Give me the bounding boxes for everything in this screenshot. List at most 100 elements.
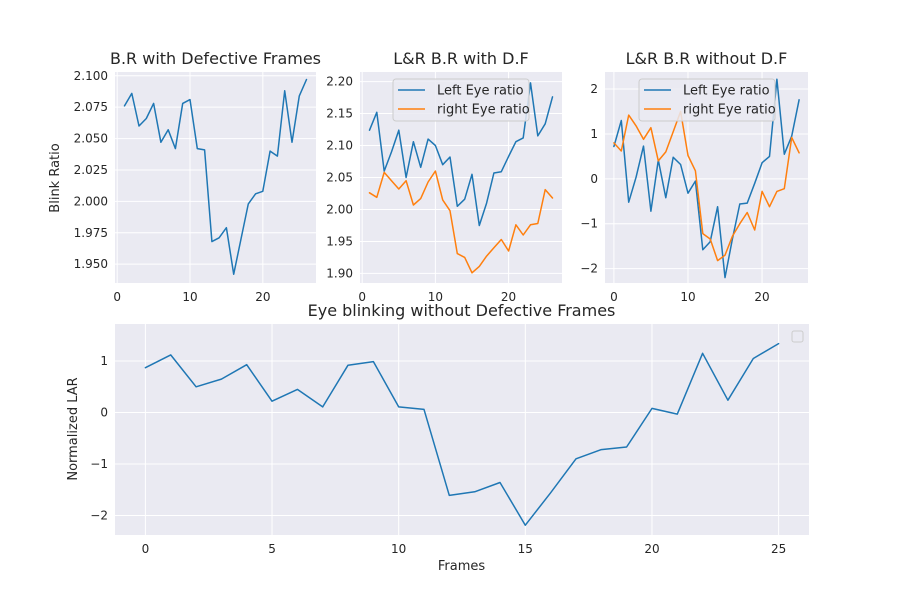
data-point [500,238,502,240]
data-point [398,129,400,131]
y-tick-label: 1.95 [326,234,353,248]
data-point [182,102,184,104]
y-tick-label: 2.100 [74,69,108,83]
y-tick-label: 0 [590,172,598,186]
data-point [347,364,349,366]
subplot-eye-blinking-normalized: Eye blinking without Defective Frames No… [66,301,809,574]
x-tick-label: 25 [771,542,786,556]
data-point [233,273,235,275]
x-tick-label: 0 [142,542,150,556]
data-point [405,179,407,181]
data-point [448,494,450,496]
legend: Left Eye ratio right Eye ratio [638,78,776,122]
data-point [544,123,546,125]
data-point [189,98,191,100]
data-point [739,223,741,225]
data-point [390,151,392,153]
data-point [434,170,436,172]
y-tick-label: 1 [590,127,598,141]
data-point [529,82,531,84]
data-point [753,182,755,184]
y-tick-label: 2.10 [326,139,353,153]
x-tick-label: 20 [255,290,270,304]
data-point [724,254,726,256]
data-point [405,176,407,178]
data-point [485,202,487,204]
data-point [776,78,778,80]
data-point [613,145,615,147]
data-point [768,155,770,157]
data-point [635,176,637,178]
data-point [507,155,509,157]
legend-frame [392,78,530,122]
y-tick-label: −2 [580,262,598,276]
legend-frame [638,78,776,122]
data-point [283,90,285,92]
subplot-title: L&R B.R with D.F [393,49,529,68]
data-point [478,224,480,226]
data-point [777,342,779,344]
data-point [761,190,763,192]
data-point [456,205,458,207]
data-point [493,172,495,174]
data-point [628,114,630,116]
data-point [493,247,495,249]
data-point [246,363,248,365]
series-line-left-eye-ratio [613,78,800,279]
data-point [752,357,754,359]
data-point [449,156,451,158]
data-point [368,192,370,194]
data-point [600,448,602,450]
legend-label: right Eye ratio [683,103,776,118]
data-point [383,171,385,173]
data-point [739,203,741,205]
data-point [672,156,674,158]
data-point [145,117,147,119]
x-axis-label: Frames [438,559,486,574]
data-point [463,198,465,200]
data-point [398,188,400,190]
data-point [575,458,577,460]
data-point [376,111,378,113]
data-point [298,95,300,97]
data-point [478,265,480,267]
y-tick-label: 2 [590,82,598,96]
x-tick-label: 5 [268,542,276,556]
data-point [144,367,146,369]
data-point [635,125,637,127]
series-line-series-0 [123,78,308,275]
data-point [174,147,176,149]
subplot-left-right-without-df: L&R B.R without D.F 0 10 20 −2 −1 0 1 2 Left Eye… [580,49,808,304]
y-tick-label: 2.000 [74,194,108,208]
subplot-left-right-with-df: L&R B.R with D.F 0 10 20 1.90 1.95 2.00 2.05 2.… [326,49,562,304]
data-point [731,235,733,237]
data-point [515,140,517,142]
data-point [473,491,475,493]
x-tick-label: 20 [501,290,516,304]
data-point [694,170,696,172]
data-point [753,229,755,231]
data-point [123,105,125,107]
data-point [537,135,539,137]
data-point [625,446,627,448]
data-point [471,173,473,175]
data-point [160,141,162,143]
data-point [650,126,652,128]
legend-label: Left Eye ratio [683,84,770,99]
data-point [427,138,429,140]
data-point [549,492,551,494]
y-tick-label: 1 [100,354,108,368]
data-point [291,141,293,143]
data-point [727,399,729,401]
x-tick-label: 0 [610,290,618,304]
y-tick-label: −1 [580,217,598,231]
data-point [702,249,704,251]
data-point [761,161,763,163]
data-point [537,222,539,224]
data-point [768,205,770,207]
data-point [276,155,278,157]
data-point [442,164,444,166]
data-point [225,227,227,229]
data-point [471,272,473,274]
data-point [397,406,399,408]
